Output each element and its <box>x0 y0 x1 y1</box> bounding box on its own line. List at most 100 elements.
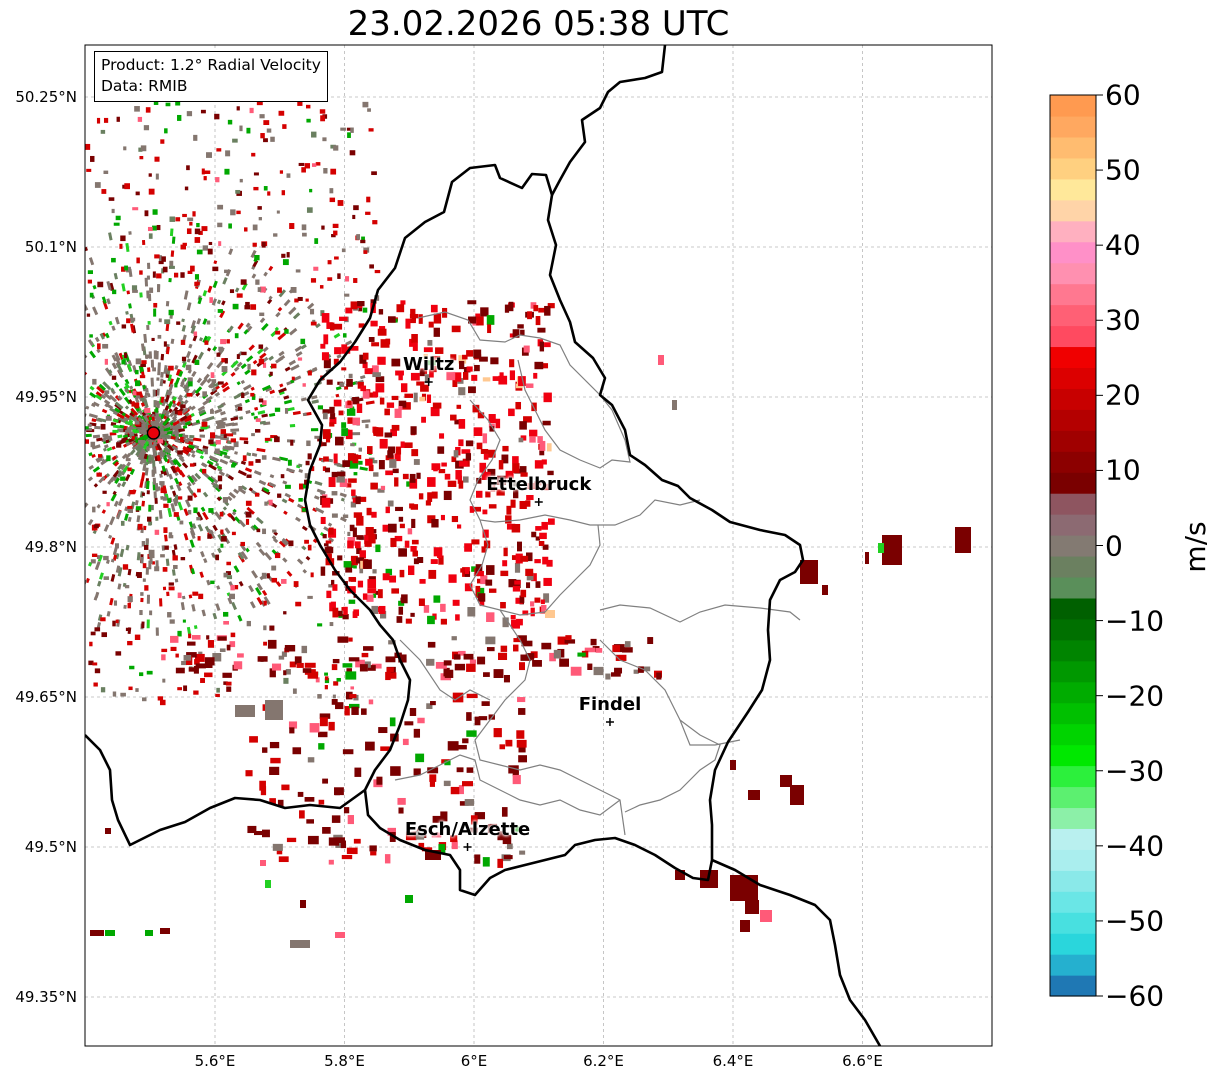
echo-cell <box>411 334 418 343</box>
echo-cell <box>509 359 515 368</box>
echo-cell <box>221 536 227 542</box>
echo-cell <box>331 513 338 518</box>
echo-cell <box>328 837 340 846</box>
echo-cell <box>296 558 304 565</box>
colorbar-segment <box>1050 723 1096 746</box>
echo-cell <box>478 716 488 721</box>
echo-cell <box>534 481 542 486</box>
echo-cell <box>131 401 135 407</box>
echo-cell <box>245 511 252 518</box>
echo-cell <box>108 232 113 241</box>
echo-cell <box>485 579 493 586</box>
echo-cell <box>105 828 111 834</box>
echo-cell <box>60 455 69 461</box>
echo-cell <box>111 362 118 370</box>
echo-cell <box>211 379 217 384</box>
echo-cell <box>394 453 401 462</box>
echo-cell <box>104 390 110 394</box>
echo-cell <box>351 706 359 715</box>
echo-cell <box>247 825 257 834</box>
echo-cell <box>184 439 190 444</box>
echo-cell <box>324 547 334 554</box>
echo-cell <box>256 582 263 591</box>
echo-cell <box>310 466 315 472</box>
echo-cell <box>34 285 39 290</box>
echo-cell <box>119 548 125 558</box>
echo-cell <box>121 266 126 272</box>
echo-cell <box>464 567 470 575</box>
echo-cell <box>333 145 339 151</box>
echo-cell <box>539 440 546 451</box>
echo-cell <box>135 191 140 196</box>
echo-cell <box>38 282 43 287</box>
city-label-wiltz: Wiltz <box>403 354 455 375</box>
echo-cell <box>463 371 469 380</box>
echo-cell <box>223 681 228 685</box>
echo-cell <box>184 387 190 394</box>
echo-cell <box>373 427 379 436</box>
echo-cell <box>85 433 92 438</box>
echo-cell <box>100 129 106 134</box>
echo-cell <box>343 606 348 615</box>
echo-cell <box>161 648 168 653</box>
echo-cell <box>170 250 175 257</box>
echo-cell <box>71 481 76 486</box>
echo-cell <box>275 330 281 335</box>
echo-cell <box>127 516 132 522</box>
echo-cell <box>186 641 196 646</box>
echo-cell <box>315 677 320 683</box>
echo-cell <box>115 651 122 656</box>
echo-cell <box>301 224 307 231</box>
echo-cell <box>284 408 289 414</box>
echo-cell <box>518 708 526 715</box>
echo-cell <box>117 395 123 401</box>
echo-cell <box>215 603 221 611</box>
echo-cell <box>331 815 341 823</box>
echo-cell <box>527 311 533 320</box>
echo-cell <box>152 389 156 397</box>
echo-cell <box>313 266 319 271</box>
echo-cell <box>62 367 67 371</box>
echo-cell <box>184 499 191 508</box>
echo-cell <box>134 402 140 409</box>
echo-cell <box>214 408 223 414</box>
echo-cell <box>593 666 604 676</box>
echo-cell <box>55 407 60 411</box>
echo-cell <box>216 352 221 357</box>
echo-cell <box>520 472 528 477</box>
echo-cell <box>177 411 183 416</box>
echo-cell <box>271 663 282 671</box>
echo-cell <box>263 625 267 631</box>
echo-cell <box>246 474 252 478</box>
echo-cell <box>117 428 124 432</box>
echo-cell <box>256 447 266 453</box>
echo-cell <box>261 322 269 331</box>
echo-cell <box>458 480 464 489</box>
echo-cell <box>352 611 358 619</box>
echo-cell <box>473 349 482 359</box>
echo-cell <box>187 444 195 450</box>
echo-cell <box>77 315 81 319</box>
echo-cell <box>358 460 363 465</box>
echo-cell <box>409 708 417 716</box>
echo-cell <box>217 222 223 228</box>
echo-cell <box>147 320 151 325</box>
echo-cell <box>203 176 207 181</box>
echo-cell <box>361 652 369 658</box>
echo-cell <box>103 399 111 406</box>
echo-cell <box>510 499 516 508</box>
echo-cell <box>85 426 89 430</box>
echo-cell <box>342 663 353 668</box>
echo-cell <box>258 344 264 349</box>
echo-cell <box>513 489 519 499</box>
echo-cell <box>32 479 39 485</box>
echo-cell <box>345 563 353 573</box>
echo-cell <box>174 477 180 485</box>
echo-cell <box>143 544 149 550</box>
echo-cell <box>425 500 431 506</box>
echo-cell <box>149 521 153 526</box>
echo-cell <box>263 186 268 191</box>
echo-cell <box>534 597 541 603</box>
canton-border-remich <box>599 639 741 746</box>
echo-cell <box>319 109 326 114</box>
